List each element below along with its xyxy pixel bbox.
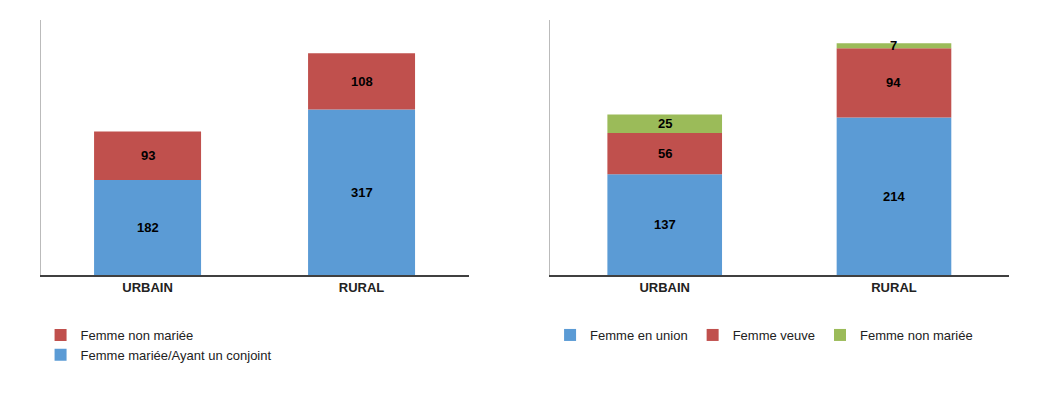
svg-text:56: 56: [658, 146, 672, 161]
svg-text:URBAIN: URBAIN: [122, 280, 173, 295]
svg-text:URBAIN: URBAIN: [639, 280, 690, 295]
svg-text:25: 25: [658, 116, 672, 131]
svg-text:317: 317: [351, 185, 373, 200]
svg-text:Femme non mariée: Femme non mariée: [81, 328, 194, 343]
svg-text:7: 7: [890, 38, 897, 53]
svg-text:108: 108: [351, 74, 373, 89]
svg-text:Femme mariée/Ayant un conjoint: Femme mariée/Ayant un conjoint: [81, 348, 272, 363]
svg-text:RURAL: RURAL: [871, 280, 917, 295]
svg-text:182: 182: [137, 220, 159, 235]
svg-text:Femme en union: Femme en union: [590, 328, 688, 343]
svg-text:RURAL: RURAL: [339, 280, 385, 295]
svg-text:214: 214: [883, 189, 905, 204]
svg-text:93: 93: [141, 148, 155, 163]
svg-text:94: 94: [886, 75, 901, 90]
svg-text:Femme non mariée: Femme non mariée: [860, 328, 973, 343]
svg-text:137: 137: [654, 217, 676, 232]
svg-text:Femme veuve: Femme veuve: [733, 328, 815, 343]
